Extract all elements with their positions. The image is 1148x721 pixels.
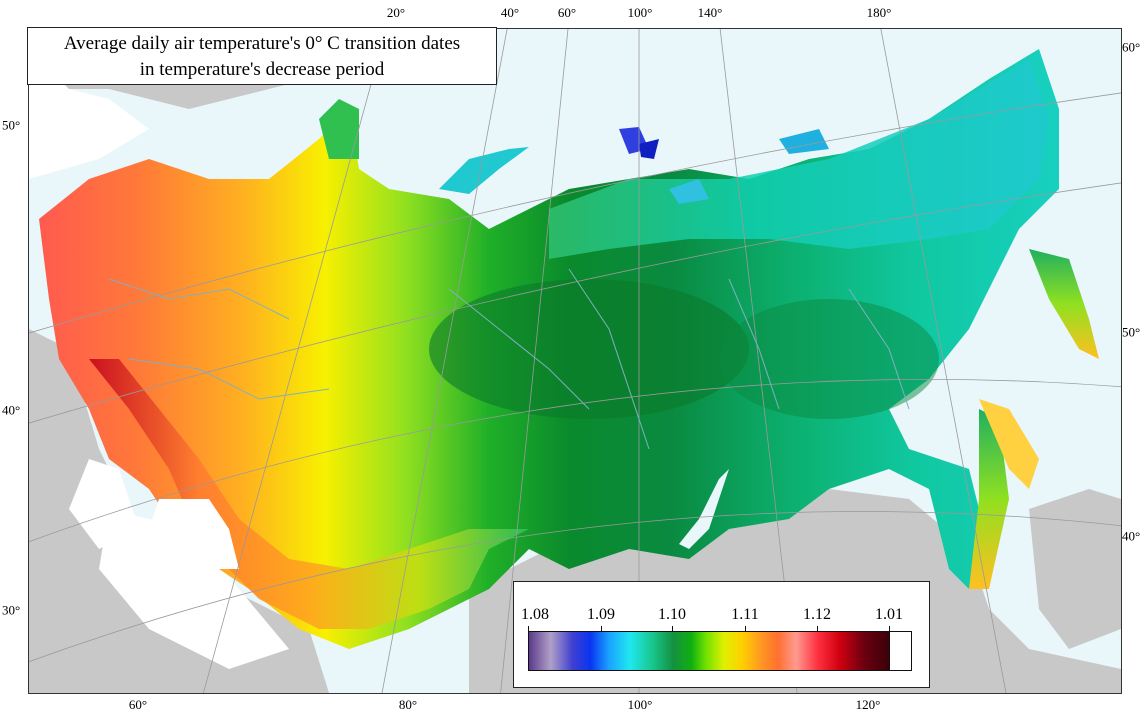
bottom-longitude-label: 120° (855, 697, 881, 712)
territory (39, 49, 1099, 649)
legend-tick-mark (528, 626, 529, 632)
top-longitude-label: 140° (697, 5, 723, 20)
map-title: Average daily air temperature's 0° C tra… (27, 27, 497, 85)
left-latitude-label: 30° (2, 602, 21, 618)
left-latitude-label: 50° (2, 117, 21, 133)
legend-tick-mark (745, 626, 746, 632)
legend-tick-label: 1.01 (875, 606, 903, 623)
legend-tick-label: 1.12 (803, 606, 831, 623)
legend-tick-mark (672, 626, 673, 632)
legend-tick-mark (601, 626, 602, 632)
top-longitude-label: 40° (500, 5, 520, 20)
bottom-longitude-label: 100° (627, 697, 653, 712)
right-latitude-label: 50° (1122, 324, 1141, 340)
top-longitude-label: 20° (386, 5, 406, 20)
legend-color-bar (528, 631, 891, 671)
top-longitude-label: 60° (557, 5, 577, 20)
map-title-line-2: in temperature's decrease period (139, 59, 385, 80)
borders (108, 268, 910, 450)
legend-tick-label: 1.10 (658, 606, 686, 623)
legend-white-swatch (889, 631, 912, 671)
legend-tick-mark (889, 626, 890, 632)
bottom-longitude-label: 80° (398, 697, 418, 712)
legend-tick-mark (817, 626, 818, 632)
top-longitude-label: 180° (866, 5, 892, 20)
left-latitude-label: 40° (2, 402, 21, 418)
right-latitude-label: 60° (1122, 39, 1141, 55)
legend-tick-label: 1.09 (587, 606, 615, 623)
color-legend: 1.08 1.09 1.10 1.11 1.12 1.01 (513, 581, 930, 688)
legend-tick-label: 1.08 (521, 606, 549, 623)
map-title-line-1: Average daily air temperature's 0° C tra… (63, 33, 461, 54)
right-latitude-label: 40° (1122, 528, 1141, 544)
bottom-longitude-label: 60° (128, 697, 148, 712)
top-longitude-label: 100° (627, 5, 653, 20)
legend-tick-label: 1.11 (731, 606, 759, 623)
